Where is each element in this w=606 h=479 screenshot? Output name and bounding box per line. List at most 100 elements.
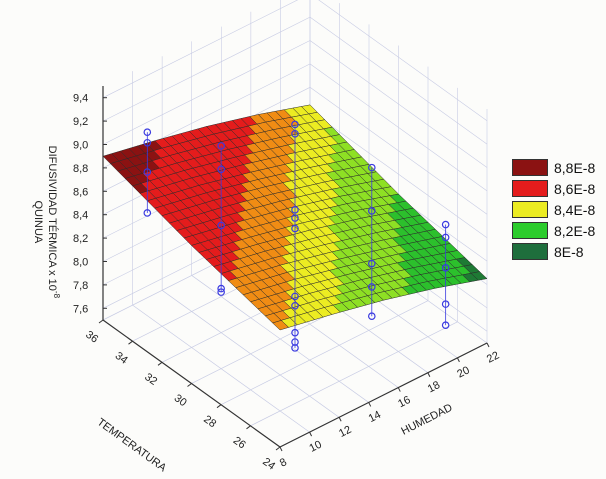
data-point (217, 142, 225, 150)
legend-label: 8,8E-8 (554, 159, 596, 176)
data-point (291, 120, 299, 129)
temperature-tick-label: 26 (231, 435, 248, 452)
legend-label: 8,6E-8 (554, 180, 596, 197)
data-point (367, 283, 376, 291)
humidity-tick-label: 22 (485, 349, 501, 365)
humidity-tick-label: 18 (426, 379, 442, 395)
temperature-tick (157, 361, 163, 366)
humidity-tick (279, 446, 283, 452)
humidity-tick-label: 12 (337, 424, 353, 440)
temperature-tick (128, 340, 133, 345)
legend-swatch (512, 201, 548, 218)
temperature-tick (246, 425, 251, 430)
humidity-tick (486, 342, 490, 348)
z-tick-label: 9,0 (73, 140, 88, 152)
temperature-tick-label: 24 (260, 456, 277, 473)
humidity-tick (427, 372, 431, 377)
data-point (441, 264, 450, 272)
z-axis-label: DIFUSIVIDAD TÉRMICA x 10-8 QUINUA (31, 127, 63, 317)
z-tick-label: 9,4 (73, 93, 88, 105)
legend-label: 8,2E-8 (554, 222, 596, 239)
data-point (291, 301, 299, 310)
temperature-tick (187, 383, 192, 387)
legend-swatch (512, 180, 548, 197)
data-point (441, 220, 450, 229)
temperature-tick-label: 30 (172, 392, 189, 409)
wall-gridline (102, 40, 311, 145)
data-point (367, 312, 376, 321)
data-point (367, 259, 376, 268)
legend-label: 8,4E-8 (554, 201, 596, 218)
legend-item: 8,6E-8 (512, 178, 595, 199)
data-point (291, 344, 299, 352)
legend-item: 8E-8 (512, 241, 595, 262)
z-tick-label: 8,6 (73, 186, 88, 198)
temperature-tick-label: 34 (113, 350, 130, 367)
legend-item: 8,8E-8 (512, 157, 595, 178)
data-point (291, 206, 299, 214)
wall-gridline (102, 16, 311, 122)
humidity-tick (338, 417, 342, 422)
data-point (217, 221, 225, 230)
z-axis-label-line2: QUINUA (32, 200, 45, 244)
legend: 8,8E-8 8,6E-8 8,4E-8 8,2E-8 8E-8 (512, 157, 595, 262)
z-tick-label: 8,8 (73, 163, 88, 175)
data-point (143, 168, 152, 176)
surface (102, 104, 488, 331)
humidity-tick (397, 387, 401, 392)
humidity-tick (456, 357, 460, 363)
data-point (291, 129, 299, 138)
z-tick-label: 9,2 (73, 116, 88, 128)
data-point (143, 209, 152, 217)
z-axis-label-line1: DIFUSIVIDAD TÉRMICA x 10 (46, 145, 59, 291)
humidity-tick (368, 402, 372, 407)
data-point (217, 288, 225, 296)
humidity-tick-label: 20 (455, 364, 471, 380)
humidity-tick-label: 14 (367, 409, 383, 425)
temperature-tick-label: 28 (201, 413, 218, 430)
data-point (367, 163, 376, 172)
z-tick-label: 8,4 (73, 210, 88, 222)
floor-gridline (132, 304, 310, 433)
legend-item: 8,4E-8 (512, 199, 595, 220)
floor-gridline (191, 275, 369, 403)
humidity-tick (309, 431, 313, 437)
temperature-tick (216, 404, 222, 409)
legend-item: 8,2E-8 (512, 220, 595, 241)
humidity-axis-line (279, 342, 488, 448)
data-point (143, 128, 152, 137)
data-point (217, 165, 225, 174)
data-point (441, 233, 450, 242)
floor-gridline (161, 290, 340, 418)
data-point (291, 292, 299, 301)
legend-swatch (512, 222, 548, 239)
temperature-tick-label: 32 (142, 371, 159, 388)
data-point (291, 224, 299, 233)
z-tick-label: 8,2 (73, 233, 88, 245)
data-point (217, 284, 225, 293)
z-tick-label: 7,8 (73, 280, 88, 292)
z-tick-label: 8,0 (73, 257, 88, 269)
data-point (441, 300, 450, 308)
data-point (367, 207, 376, 215)
temperature-axis-label: TEMPERATURA (95, 416, 169, 474)
data-point (291, 214, 299, 222)
legend-label: 8E-8 (554, 243, 584, 260)
floor-gridline (220, 300, 429, 405)
temperature-tick (98, 319, 104, 324)
temperature-tick-label: 36 (83, 329, 100, 346)
data-point (291, 328, 299, 337)
humidity-tick-label: 16 (396, 394, 412, 410)
z-axis-label-exponent: -8 (51, 290, 61, 299)
wall-gridline (102, 0, 299, 98)
humidity-tick-label: 8 (278, 456, 289, 469)
temperature-tick (275, 446, 281, 451)
surface-cell (272, 320, 290, 331)
humidity-tick-label: 10 (307, 439, 323, 455)
floor-gridline (250, 321, 458, 427)
legend-swatch (512, 243, 548, 260)
data-point (441, 321, 450, 329)
legend-swatch (512, 159, 548, 176)
